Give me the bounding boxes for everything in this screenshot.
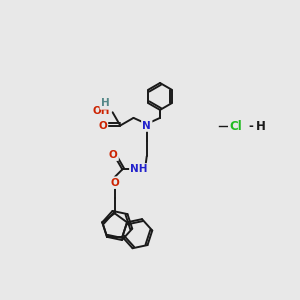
Text: N: N <box>142 121 151 130</box>
Text: -: - <box>249 120 254 133</box>
Text: H: H <box>256 120 266 133</box>
Text: O: O <box>110 178 119 188</box>
Text: H: H <box>101 98 110 108</box>
Text: Cl: Cl <box>230 120 242 133</box>
Text: OH: OH <box>93 106 110 116</box>
Text: O: O <box>98 121 107 130</box>
Text: NH: NH <box>130 164 148 174</box>
Text: O: O <box>109 150 118 160</box>
